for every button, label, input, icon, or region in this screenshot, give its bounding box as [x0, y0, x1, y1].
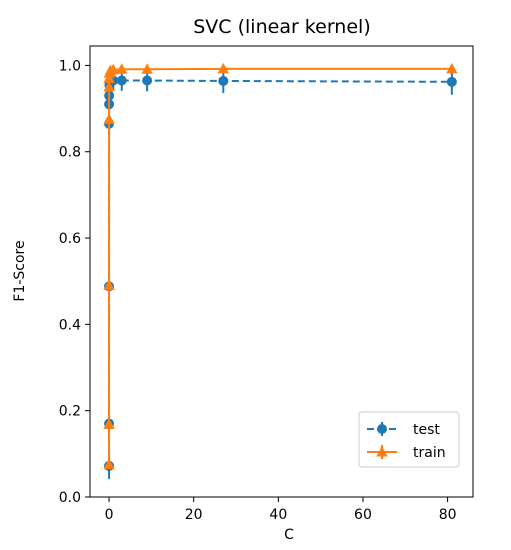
x-tick-label: 20	[185, 507, 203, 523]
y-tick-label: 0.2	[59, 404, 81, 420]
y-axis-label: F1-Score	[12, 240, 28, 301]
data-point	[218, 75, 229, 86]
data-point	[107, 63, 119, 75]
chart-title: SVC (linear kernel)	[193, 16, 370, 38]
series-line	[108, 79, 452, 466]
legend-label: train	[413, 445, 446, 461]
series-train	[103, 62, 458, 470]
x-axis: 0 20 40 60 80	[105, 497, 457, 523]
x-tick-label: 0	[105, 507, 114, 523]
data-point	[103, 81, 115, 92]
y-tick-label: 1.0	[59, 58, 81, 74]
plot-frame	[89, 45, 474, 498]
data-point	[116, 75, 127, 86]
data-point	[141, 63, 153, 74]
data-point	[446, 62, 458, 74]
data-point	[103, 113, 115, 124]
data-point	[217, 62, 230, 74]
x-axis-label: C	[284, 527, 294, 543]
y-tick-label: 0.0	[59, 490, 81, 506]
y-tick-label: 0.6	[59, 231, 81, 247]
series-line	[108, 67, 452, 465]
plot-area	[103, 62, 458, 479]
data-point	[116, 63, 128, 74]
y-tick-label: 0.8	[59, 145, 81, 161]
legend-label: test	[413, 422, 440, 438]
y-tick-label: 0.4	[59, 317, 81, 333]
data-point	[103, 279, 115, 291]
x-tick-label: 80	[439, 507, 457, 523]
data-point	[103, 458, 115, 470]
x-tick-label: 40	[269, 507, 287, 523]
legend-swatch-marker	[377, 424, 387, 434]
data-point	[142, 75, 153, 86]
data-point	[446, 76, 457, 87]
y-axis: 0.0 0.2 0.4 0.6 0.8 1.0	[59, 58, 90, 506]
legend: test train	[358, 411, 460, 468]
data-point	[103, 418, 115, 429]
x-tick-label: 60	[354, 507, 372, 523]
legend-swatch-marker	[376, 446, 388, 457]
